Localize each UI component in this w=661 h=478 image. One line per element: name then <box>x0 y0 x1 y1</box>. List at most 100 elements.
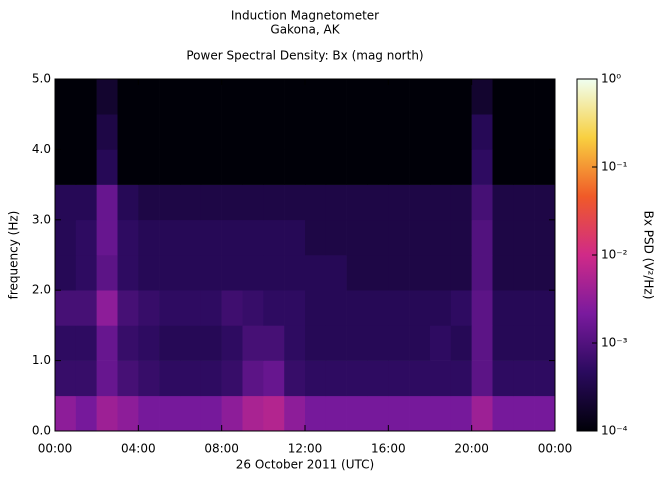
x-tick-label: 20:00 <box>454 442 489 456</box>
heatmap-cell <box>242 79 264 115</box>
heatmap-cell <box>305 114 327 150</box>
heatmap-cell <box>367 395 389 432</box>
heatmap-cell <box>117 219 139 256</box>
heatmap-cell <box>138 114 160 150</box>
heatmap-cell <box>284 395 306 432</box>
heatmap-cell <box>200 290 222 326</box>
heatmap-cell <box>534 255 556 291</box>
heatmap-cell <box>96 395 118 432</box>
heatmap-cell <box>159 114 181 150</box>
y-tick-label: 1.0 <box>32 353 51 367</box>
heatmap-cell <box>367 325 389 361</box>
heatmap-cell <box>221 395 243 432</box>
heatmap-cell <box>492 149 514 185</box>
heatmap-cell <box>325 290 347 326</box>
heatmap-cell <box>513 219 535 256</box>
heatmap-cell <box>305 255 327 291</box>
heatmap-cell <box>367 114 389 150</box>
heatmap-cell <box>138 219 160 256</box>
heatmap-cell <box>534 114 556 150</box>
heatmap-cell <box>117 255 139 291</box>
heatmap-cell <box>513 114 535 150</box>
heatmap-cell <box>305 219 327 256</box>
heatmap <box>55 79 556 432</box>
heatmap-cell <box>450 360 472 397</box>
heatmap-cell <box>242 325 264 361</box>
heatmap-cell <box>388 114 410 150</box>
heatmap-cell <box>284 149 306 185</box>
heatmap-cell <box>242 395 264 432</box>
heatmap-cell <box>409 149 431 185</box>
heatmap-cell <box>450 79 472 115</box>
heatmap-cell <box>305 184 327 221</box>
heatmap-cell <box>513 149 535 185</box>
heatmap-cell <box>471 79 493 115</box>
heatmap-cell <box>180 290 202 326</box>
heatmap-cell <box>513 79 535 115</box>
heatmap-cell <box>138 290 160 326</box>
colorbar-tick-label: 10⁰ <box>601 72 621 86</box>
heatmap-cell <box>221 114 243 150</box>
heatmap-cell <box>388 360 410 397</box>
heatmap-cell <box>409 114 431 150</box>
heatmap-cell <box>117 149 139 185</box>
heatmap-cell <box>159 149 181 185</box>
heatmap-cell <box>117 114 139 150</box>
heatmap-cell <box>388 219 410 256</box>
heatmap-cell <box>471 184 493 221</box>
heatmap-cell <box>409 325 431 361</box>
heatmap-cell <box>367 149 389 185</box>
heatmap-cell <box>450 149 472 185</box>
heatmap-cell <box>138 325 160 361</box>
heatmap-cell <box>325 395 347 432</box>
heatmap-cell <box>242 184 264 221</box>
heatmap-cell <box>75 325 97 361</box>
heatmap-cell <box>221 149 243 185</box>
heatmap-cell <box>471 395 493 432</box>
heatmap-cell <box>75 114 97 150</box>
heatmap-cell <box>75 255 97 291</box>
heatmap-cell <box>242 114 264 150</box>
heatmap-cell <box>138 360 160 397</box>
heatmap-cell <box>534 184 556 221</box>
heatmap-cell <box>200 219 222 256</box>
heatmap-cell <box>159 290 181 326</box>
heatmap-cell <box>284 255 306 291</box>
heatmap-cell <box>346 149 368 185</box>
heatmap-cell <box>492 395 514 432</box>
heatmap-cell <box>409 290 431 326</box>
heatmap-cell <box>263 290 285 326</box>
heatmap-cell <box>346 395 368 432</box>
heatmap-cell <box>263 184 285 221</box>
heatmap-cell <box>388 184 410 221</box>
heatmap-cell <box>325 184 347 221</box>
heatmap-cell <box>138 395 160 432</box>
heatmap-cell <box>367 79 389 115</box>
heatmap-cell <box>430 184 452 221</box>
y-tick-label: 4.0 <box>32 142 51 156</box>
heatmap-cell <box>325 325 347 361</box>
heatmap-cell <box>346 184 368 221</box>
heatmap-cell <box>284 184 306 221</box>
heatmap-cell <box>471 325 493 361</box>
heatmap-cell <box>180 395 202 432</box>
heatmap-cell <box>471 360 493 397</box>
heatmap-cell <box>305 395 327 432</box>
heatmap-cell <box>284 219 306 256</box>
heatmap-cell <box>284 360 306 397</box>
heatmap-cell <box>242 149 264 185</box>
heatmap-cell <box>534 79 556 115</box>
heatmap-cell <box>492 219 514 256</box>
heatmap-cell <box>346 325 368 361</box>
heatmap-cell <box>75 184 97 221</box>
heatmap-cell <box>388 325 410 361</box>
heatmap-cell <box>492 325 514 361</box>
heatmap-cell <box>96 114 118 150</box>
heatmap-cell <box>450 325 472 361</box>
heatmap-cell <box>409 219 431 256</box>
heatmap-cell <box>138 184 160 221</box>
heatmap-cell <box>367 184 389 221</box>
heatmap-cell <box>263 395 285 432</box>
heatmap-cell <box>305 360 327 397</box>
